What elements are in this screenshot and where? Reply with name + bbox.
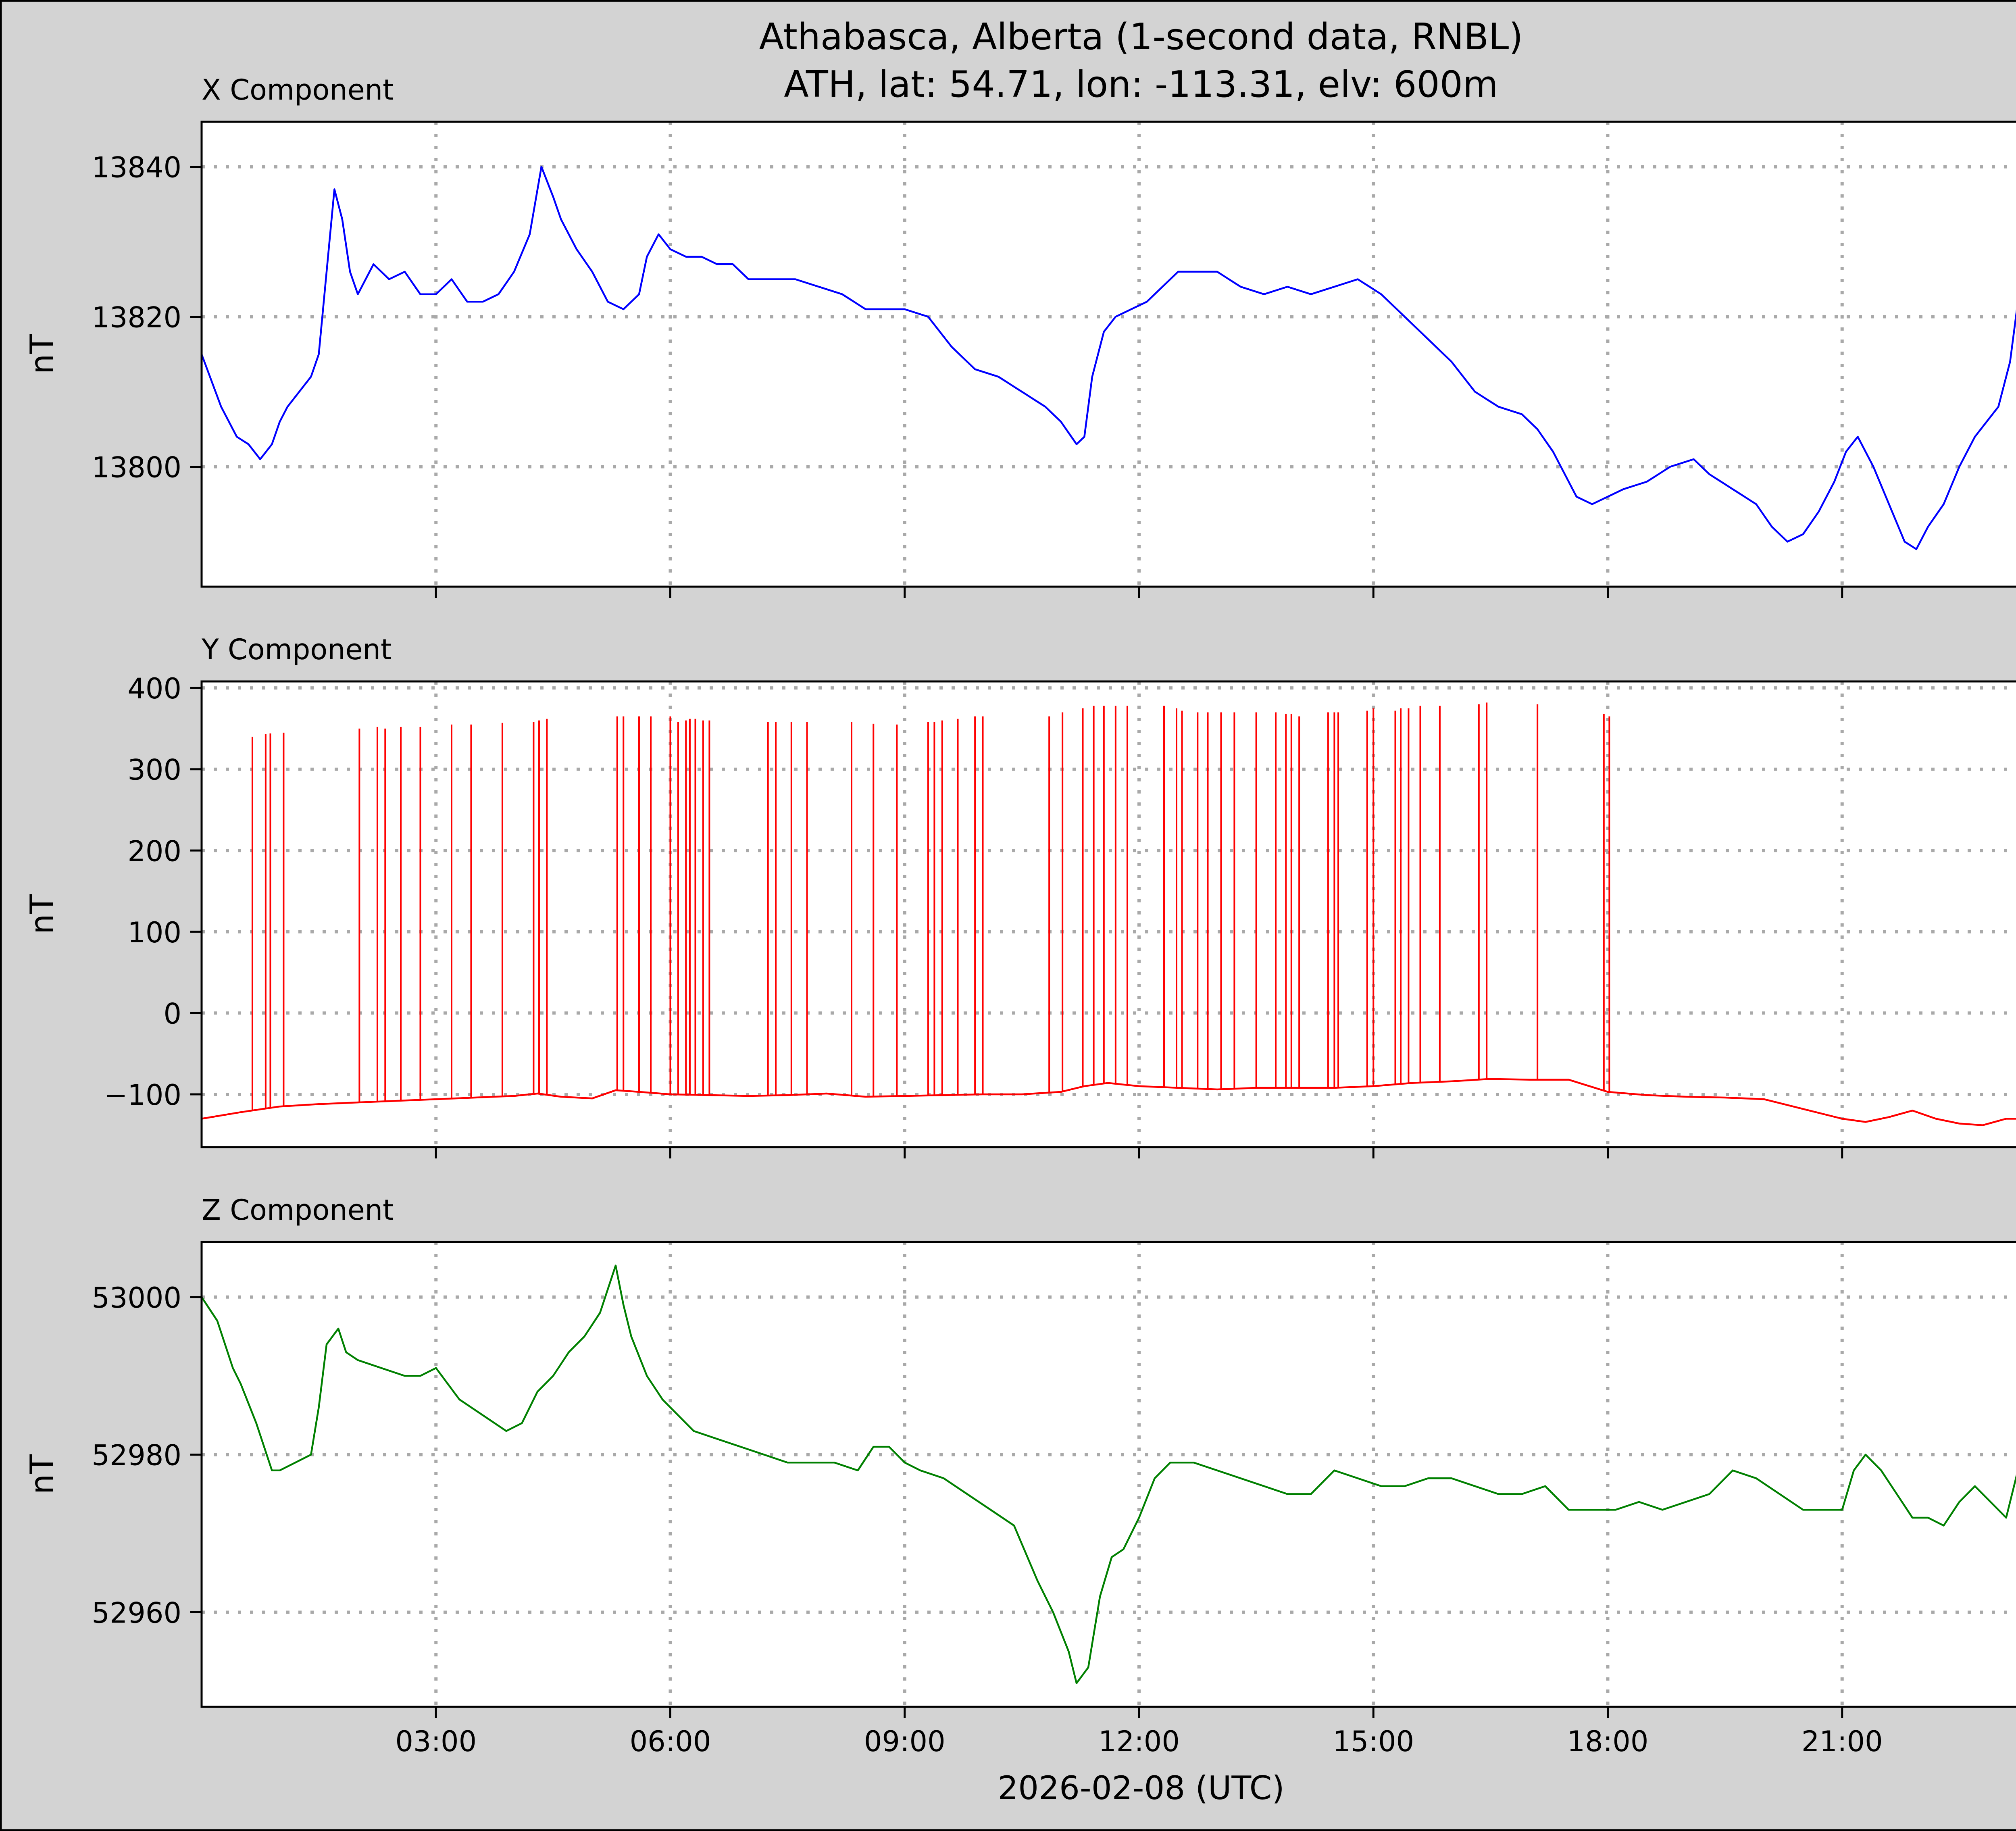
series-line bbox=[201, 1078, 2016, 1126]
y-tick-label: 53000 bbox=[92, 1281, 181, 1314]
y-tick-label: 0 bbox=[163, 997, 181, 1030]
x-tick-label: 21:00 bbox=[1801, 1725, 1883, 1758]
y-tick-label: 52960 bbox=[92, 1596, 181, 1629]
plot-area bbox=[202, 1242, 2016, 1707]
y-tick-label: 300 bbox=[127, 754, 181, 787]
x-axis-label: 2026-02-08 (UTC) bbox=[998, 1769, 1284, 1807]
axes-frame bbox=[200, 121, 2016, 588]
series-line bbox=[200, 166, 2016, 550]
y-tick-label: 100 bbox=[127, 916, 181, 949]
x-tick-label: 15:00 bbox=[1333, 1725, 1414, 1758]
x-tick-label: 06:00 bbox=[630, 1725, 711, 1758]
panel-title: X Component bbox=[202, 73, 394, 106]
y-axis-label: nT bbox=[23, 1454, 61, 1495]
panel-2: Y Component nT −100 0 100 200 300 400 bbox=[23, 633, 2016, 1158]
panel-title: Y Component bbox=[201, 633, 392, 666]
y-axis-label: nT bbox=[23, 334, 61, 375]
figure-subtitle: ATH, lat: 54.71, lon: -113.31, elv: 600m bbox=[784, 63, 1498, 106]
y-tick-label: 200 bbox=[127, 835, 181, 868]
panel-title: Z Component bbox=[202, 1194, 394, 1227]
panel-3: Z Component nT 03:00 06:00 09:00 12:00 15:00 18… bbox=[23, 1194, 2016, 1758]
y-axis-label: nT bbox=[23, 894, 61, 935]
y-tick-label: 52980 bbox=[92, 1439, 181, 1472]
panels: X Component nT 13800 13820 13840 Y Component n… bbox=[23, 73, 2016, 1758]
axes-frame bbox=[200, 680, 2016, 1148]
panel-1: X Component nT 13800 13820 13840 bbox=[23, 73, 2016, 598]
y-tick-label: 13840 bbox=[92, 151, 181, 184]
y-tick-label: 400 bbox=[127, 672, 181, 705]
series-line bbox=[201, 1264, 2016, 1684]
x-tick-label: 09:00 bbox=[864, 1725, 946, 1758]
x-tick-label: 03:00 bbox=[395, 1725, 477, 1758]
x-tick-label: 12:00 bbox=[1098, 1725, 1180, 1758]
y-tick-label: −100 bbox=[104, 1079, 181, 1112]
plot-area bbox=[202, 681, 2016, 1147]
x-tick-label: 18:00 bbox=[1567, 1725, 1649, 1758]
plot-area bbox=[202, 122, 2016, 587]
figure-title: Athabasca, Alberta (1-second data, RNBL) bbox=[759, 16, 1523, 58]
y-tick-label: 13820 bbox=[92, 301, 181, 334]
axes-frame bbox=[200, 1241, 2016, 1708]
y-tick-label: 13800 bbox=[92, 451, 181, 484]
